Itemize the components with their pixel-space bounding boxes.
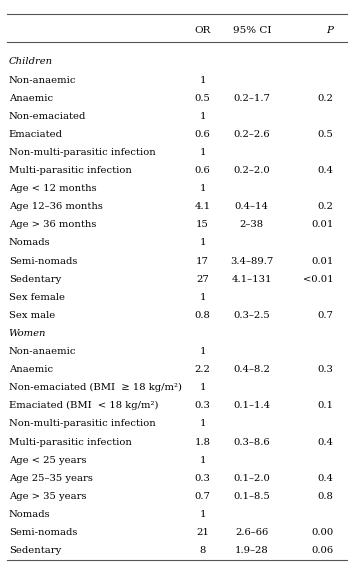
Text: Nomads: Nomads xyxy=(9,239,50,247)
Text: Anaemic: Anaemic xyxy=(9,94,53,102)
Text: Sedentary: Sedentary xyxy=(9,274,61,284)
Text: 0.3: 0.3 xyxy=(318,365,333,374)
Text: 0.2: 0.2 xyxy=(318,94,333,102)
Text: 0.8: 0.8 xyxy=(318,492,333,501)
Text: 0.2–2.6: 0.2–2.6 xyxy=(233,130,270,139)
Text: 0.1–8.5: 0.1–8.5 xyxy=(233,492,270,501)
Text: 1: 1 xyxy=(199,75,206,84)
Text: Age 25–35 years: Age 25–35 years xyxy=(9,474,93,483)
Text: Non-emaciated: Non-emaciated xyxy=(9,112,86,121)
Text: Age 12–36 months: Age 12–36 months xyxy=(9,202,103,211)
Text: Age < 12 months: Age < 12 months xyxy=(9,184,96,193)
Text: Age > 36 months: Age > 36 months xyxy=(9,221,96,229)
Text: 0.4: 0.4 xyxy=(317,166,333,175)
Text: 0.4: 0.4 xyxy=(317,474,333,483)
Text: 0.3: 0.3 xyxy=(195,401,210,410)
Text: Semi-nomads: Semi-nomads xyxy=(9,528,77,537)
Text: Anaemic: Anaemic xyxy=(9,365,53,374)
Text: 1: 1 xyxy=(199,510,206,519)
Text: 21: 21 xyxy=(196,528,209,537)
Text: 1.8: 1.8 xyxy=(194,438,211,446)
Text: 0.7: 0.7 xyxy=(195,492,210,501)
Text: 4.1–131: 4.1–131 xyxy=(232,274,272,284)
Text: 0.00: 0.00 xyxy=(311,528,333,537)
Text: Emaciated: Emaciated xyxy=(9,130,63,139)
Text: 1.9–28: 1.9–28 xyxy=(235,546,269,555)
Text: 2.6–66: 2.6–66 xyxy=(235,528,268,537)
Text: 17: 17 xyxy=(196,256,209,266)
Text: 1: 1 xyxy=(199,347,206,356)
Text: 1: 1 xyxy=(199,239,206,247)
Text: Age > 35 years: Age > 35 years xyxy=(9,492,86,501)
Text: 0.2–2.0: 0.2–2.0 xyxy=(233,166,270,175)
Text: 1: 1 xyxy=(199,383,206,392)
Text: Non-anaemic: Non-anaemic xyxy=(9,347,76,356)
Text: 0.6: 0.6 xyxy=(195,130,210,139)
Text: 95% CI: 95% CI xyxy=(233,26,271,36)
Text: 0.1–2.0: 0.1–2.0 xyxy=(233,474,270,483)
Text: Sex male: Sex male xyxy=(9,311,55,320)
Text: Sex female: Sex female xyxy=(9,292,65,302)
Text: 2–38: 2–38 xyxy=(240,221,264,229)
Text: 0.8: 0.8 xyxy=(195,311,210,320)
Text: 1: 1 xyxy=(199,419,206,428)
Text: 1: 1 xyxy=(199,292,206,302)
Text: 3.4–89.7: 3.4–89.7 xyxy=(230,256,273,266)
Text: 0.01: 0.01 xyxy=(311,221,333,229)
Text: 0.2–1.7: 0.2–1.7 xyxy=(233,94,270,102)
Text: 4.1: 4.1 xyxy=(194,202,211,211)
Text: 2.2: 2.2 xyxy=(195,365,210,374)
Text: 0.4: 0.4 xyxy=(317,438,333,446)
Text: Children: Children xyxy=(9,57,53,67)
Text: Non-emaciated (BMI  ≥ 18 kg/m²): Non-emaciated (BMI ≥ 18 kg/m²) xyxy=(9,383,182,393)
Text: Multi-parasitic infection: Multi-parasitic infection xyxy=(9,438,132,446)
Text: 0.1: 0.1 xyxy=(317,401,333,410)
Text: 0.01: 0.01 xyxy=(311,256,333,266)
Text: OR: OR xyxy=(194,26,211,36)
Text: 0.06: 0.06 xyxy=(311,546,333,555)
Text: 0.5: 0.5 xyxy=(318,130,333,139)
Text: Age < 25 years: Age < 25 years xyxy=(9,456,86,464)
Text: <0.01: <0.01 xyxy=(303,274,333,284)
Text: 0.4–14: 0.4–14 xyxy=(235,202,269,211)
Text: Semi-nomads: Semi-nomads xyxy=(9,256,77,266)
Text: 15: 15 xyxy=(196,221,209,229)
Text: Multi-parasitic infection: Multi-parasitic infection xyxy=(9,166,132,175)
Text: 0.4–8.2: 0.4–8.2 xyxy=(233,365,270,374)
Text: 0.2: 0.2 xyxy=(318,202,333,211)
Text: 0.5: 0.5 xyxy=(195,94,210,102)
Text: Non-anaemic: Non-anaemic xyxy=(9,75,76,84)
Text: Non-multi-parasitic infection: Non-multi-parasitic infection xyxy=(9,148,155,157)
Text: 1: 1 xyxy=(199,112,206,121)
Text: Non-multi-parasitic infection: Non-multi-parasitic infection xyxy=(9,419,155,428)
Text: 27: 27 xyxy=(196,274,209,284)
Text: P: P xyxy=(326,26,333,36)
Text: 0.6: 0.6 xyxy=(195,166,210,175)
Text: 0.1–1.4: 0.1–1.4 xyxy=(233,401,270,410)
Text: 0.7: 0.7 xyxy=(318,311,333,320)
Text: Women: Women xyxy=(9,329,46,338)
Text: 0.3–8.6: 0.3–8.6 xyxy=(233,438,270,446)
Text: 8: 8 xyxy=(199,546,206,555)
Text: Emaciated (BMI  < 18 kg/m²): Emaciated (BMI < 18 kg/m²) xyxy=(9,401,158,410)
Text: 0.3: 0.3 xyxy=(195,474,210,483)
Text: 0.3–2.5: 0.3–2.5 xyxy=(233,311,270,320)
Text: Nomads: Nomads xyxy=(9,510,50,519)
Text: 1: 1 xyxy=(199,456,206,464)
Text: Sedentary: Sedentary xyxy=(9,546,61,555)
Text: 1: 1 xyxy=(199,184,206,193)
Text: 1: 1 xyxy=(199,148,206,157)
